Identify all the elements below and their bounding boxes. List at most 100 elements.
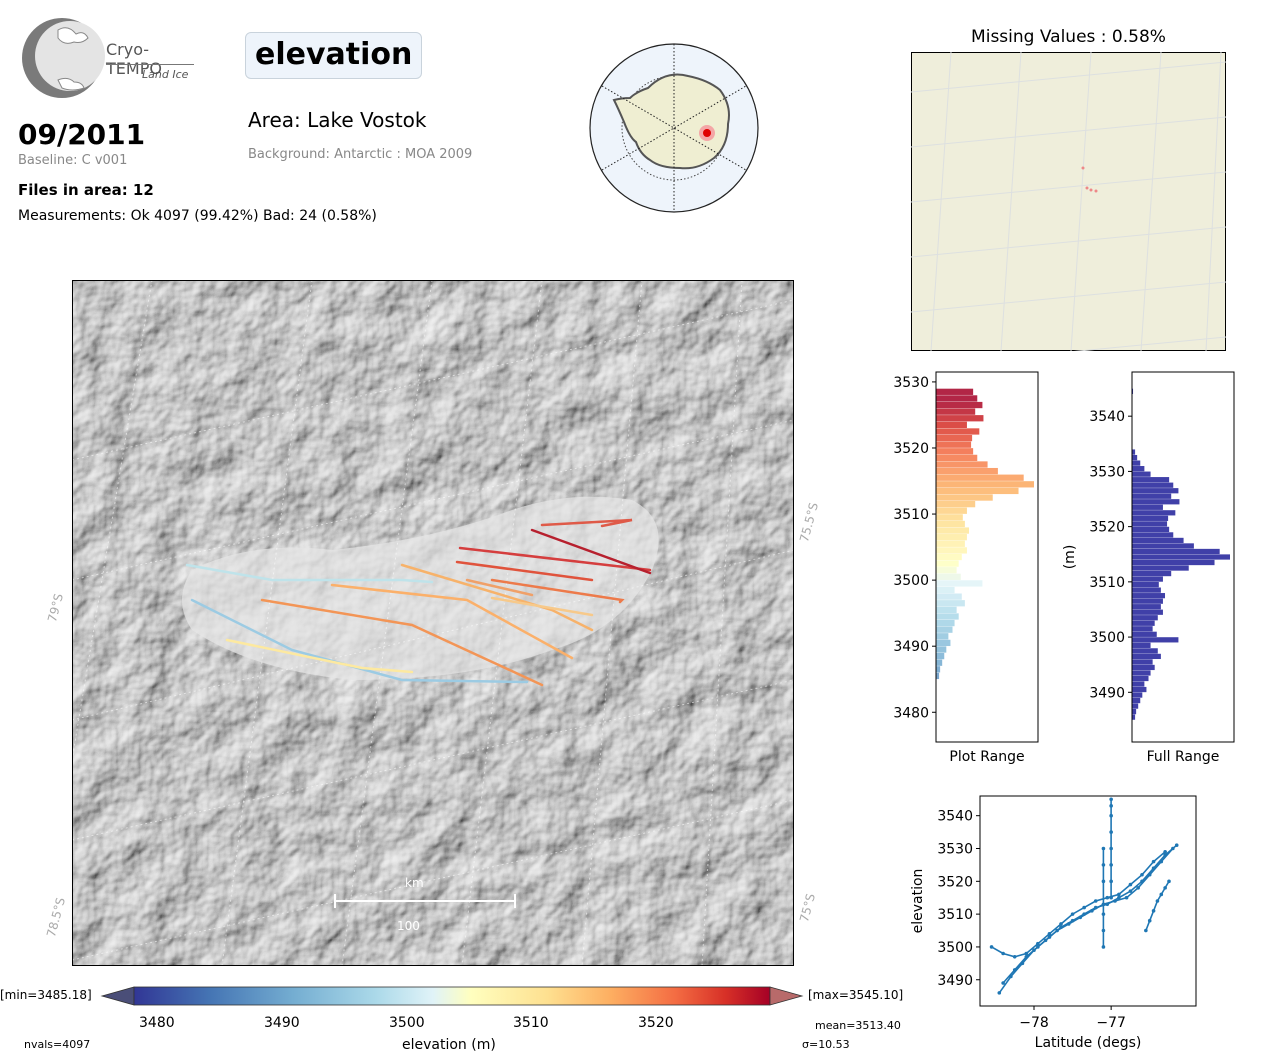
histogram-bar xyxy=(936,652,945,660)
histogram-bar xyxy=(1132,554,1230,560)
histogram-bar xyxy=(936,501,976,508)
logo-subtitle: Land Ice xyxy=(142,68,189,81)
histogram-bar xyxy=(1132,593,1166,599)
histogram-bar xyxy=(936,527,970,534)
x-axis-label: Full Range xyxy=(1147,749,1220,765)
histogram-bar xyxy=(1132,388,1134,394)
lat-label-79: 79°S xyxy=(45,592,67,624)
lon-label-75-5: 75.5°S xyxy=(797,501,821,544)
track-line xyxy=(400,563,594,632)
missing-point xyxy=(1085,186,1089,190)
histogram-bar xyxy=(936,666,941,673)
scatter-point xyxy=(1047,935,1052,939)
scatter-point xyxy=(1070,918,1075,923)
histogram-bar xyxy=(1132,620,1155,626)
histogram-bar xyxy=(936,507,967,514)
colorbar-title: elevation (m) xyxy=(402,1037,496,1053)
scatter-point xyxy=(1109,830,1113,834)
scatter-point xyxy=(1163,886,1167,890)
lon-label-75: 75°S xyxy=(797,892,819,924)
histogram-bar xyxy=(936,619,955,627)
x-axis-label: Latitude (degs) xyxy=(1035,1035,1142,1051)
histogram-bar xyxy=(1132,537,1184,544)
y-tick-label: 3520 xyxy=(893,441,929,457)
histogram-bar xyxy=(1132,565,1189,571)
scatter-point xyxy=(1174,843,1179,848)
histogram-bar xyxy=(936,547,967,554)
missing-values-map xyxy=(911,52,1226,351)
scatter-point xyxy=(1101,863,1106,867)
y-tick-label: 3530 xyxy=(1089,464,1125,480)
y-tick-label: 3490 xyxy=(937,973,973,989)
scatter-point xyxy=(1136,886,1140,890)
track-line xyxy=(540,518,633,528)
scatter-point xyxy=(1109,895,1113,900)
scale-value-label: 100 xyxy=(397,919,420,933)
histogram-bar xyxy=(1132,559,1215,566)
scatter-point xyxy=(1012,968,1017,972)
histogram-bar xyxy=(1132,504,1163,510)
y-tick-label: 3490 xyxy=(893,639,929,655)
colorbar-max-label: [max=3545.10] xyxy=(808,988,904,1002)
lake-vostok-surface xyxy=(182,496,659,680)
x-tick-label: −77 xyxy=(1096,1015,1126,1031)
full-range-histogram: 3490 3500 3510 3520 3530 3540 Full Range (m) xyxy=(1062,371,1235,765)
scatter-point xyxy=(1163,853,1167,857)
y-tick-label: 3530 xyxy=(937,842,973,858)
track-line xyxy=(260,598,544,687)
histogram-bar xyxy=(936,534,967,541)
histogram-bar xyxy=(936,474,1024,481)
histogram-bar xyxy=(1132,477,1170,483)
scatter-point xyxy=(1128,889,1133,893)
histogram-bar xyxy=(936,481,1034,488)
scale-bar xyxy=(334,894,516,908)
histogram-bar xyxy=(936,600,965,607)
histogram-bar xyxy=(936,639,951,647)
scatter-point xyxy=(1001,951,1005,956)
scatter-point xyxy=(1163,849,1167,854)
histogram-bar xyxy=(1132,675,1149,682)
histogram-bar xyxy=(936,434,973,442)
histogram-bar xyxy=(1132,686,1147,693)
histogram-bar xyxy=(1132,460,1141,466)
histogram-bar xyxy=(1132,532,1174,538)
scatter-point xyxy=(1105,895,1110,900)
colorbar-min-extend-icon xyxy=(100,986,135,1006)
scatter-point xyxy=(1109,846,1113,851)
scatter-point xyxy=(1101,912,1106,916)
scatter-point xyxy=(1117,895,1121,900)
histogram-bar xyxy=(936,401,983,409)
histogram-bar xyxy=(1132,642,1151,648)
mean-label: mean=3513.40 xyxy=(815,1019,901,1032)
histogram-bar xyxy=(1132,581,1159,588)
histogram-bar xyxy=(1132,664,1155,671)
track-line xyxy=(225,638,414,674)
histogram-bar xyxy=(936,415,984,422)
scatter-point xyxy=(1024,954,1029,959)
y-tick-label: 3480 xyxy=(893,705,929,721)
scatter-point xyxy=(1151,859,1156,864)
scatter-point xyxy=(1001,981,1005,985)
histogram-bar xyxy=(1132,626,1153,632)
scatter-point xyxy=(1140,872,1144,877)
histogram-bar xyxy=(1132,709,1137,715)
scale-unit-label: km xyxy=(405,876,424,890)
scatter-point xyxy=(1070,912,1075,916)
scatter-point xyxy=(1105,902,1110,907)
histogram-bar xyxy=(936,573,961,580)
histogram-bar xyxy=(1132,576,1163,582)
scatter-series-line xyxy=(1002,844,1178,984)
y-tick-label: 3500 xyxy=(1089,630,1125,646)
y-tick-label: 3510 xyxy=(1089,575,1125,591)
logo-name: Cryo-TEMPO xyxy=(106,40,162,78)
scatter-point xyxy=(1109,813,1113,818)
histogram-bar xyxy=(1132,482,1174,488)
track-line xyxy=(185,563,434,584)
scatter-point xyxy=(1059,925,1063,930)
scatter-point xyxy=(997,991,1002,995)
histogram-bar xyxy=(936,428,980,435)
track-line xyxy=(490,578,625,604)
scatter-series-line xyxy=(998,847,1174,994)
histogram-bar xyxy=(1132,659,1153,665)
track-line xyxy=(455,560,594,582)
